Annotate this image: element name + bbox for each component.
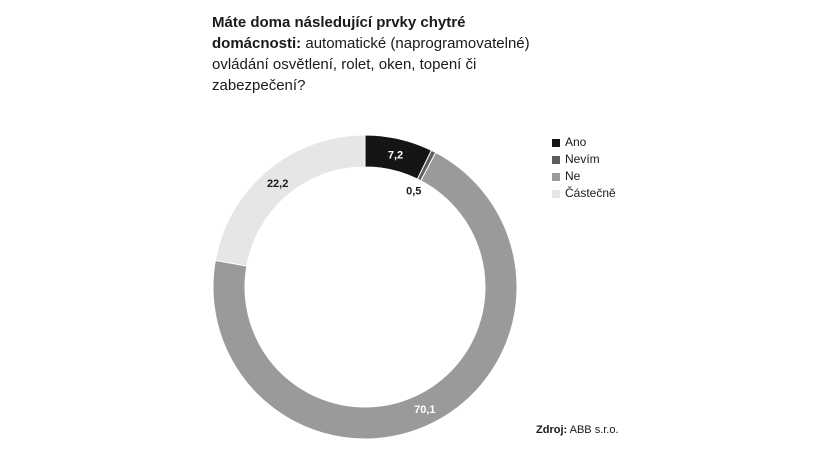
source-value: ABB s.r.o.: [569, 424, 619, 436]
source-label: Zdroj:: [536, 424, 568, 436]
source-note: Zdroj: ABB s.r.o.: [536, 424, 619, 436]
chart-legend: Ano Nevím Ne Částečně: [552, 134, 616, 202]
legend-label: Částečně: [565, 186, 616, 200]
chart-title-regular: automatické (naprogramovatelné) ovládání…: [212, 35, 530, 94]
legend-label: Ano: [565, 135, 587, 149]
legend-label: Ne: [565, 169, 581, 183]
legend-swatch: [552, 155, 560, 164]
legend-swatch: [552, 189, 560, 198]
legend-item-ano: Ano: [552, 134, 616, 151]
legend-swatch: [552, 172, 560, 181]
donut-slice-ne: [212, 151, 518, 440]
legend-swatch: [552, 138, 560, 147]
donut-slice-castecne: [214, 134, 366, 267]
legend-item-castecne: Částečně: [552, 185, 616, 202]
slice-label-ne: 70,1: [414, 404, 435, 416]
chart-title-bold: Máte doma následující prvky chytré domác…: [212, 14, 466, 52]
legend-label: Nevím: [565, 152, 600, 166]
legend-item-nevim: Nevím: [552, 151, 616, 168]
chart-title: Máte doma následující prvky chytré domác…: [212, 12, 552, 96]
slice-label-castecne: 22,2: [267, 178, 288, 190]
slice-label-ano: 7,2: [388, 149, 403, 161]
slice-label-nevim: 0,5: [406, 186, 421, 198]
legend-item-ne: Ne: [552, 168, 616, 185]
